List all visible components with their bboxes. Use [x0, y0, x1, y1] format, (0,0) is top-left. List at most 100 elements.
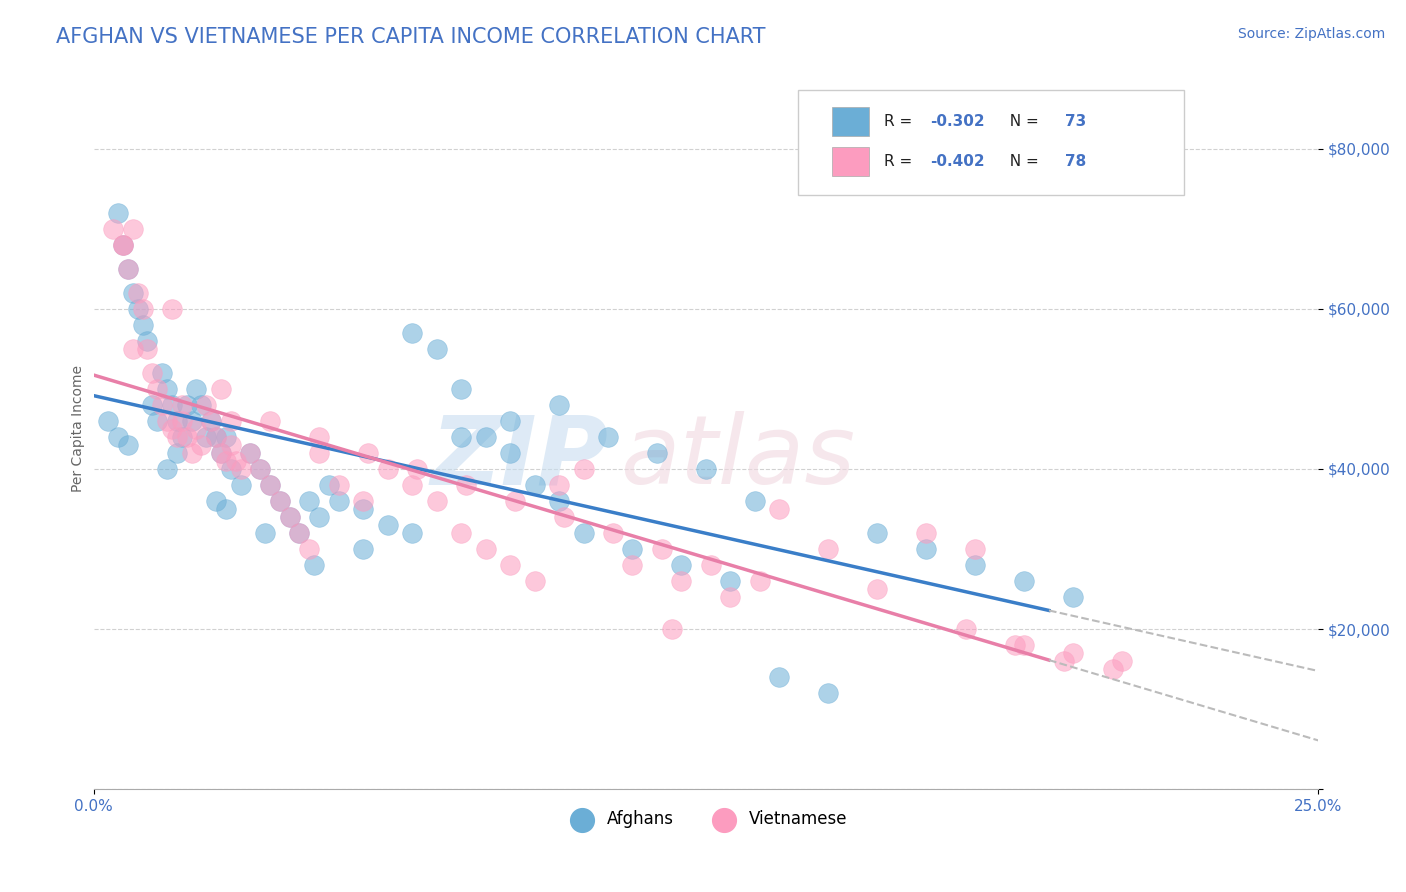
Point — [136, 334, 159, 348]
Point — [259, 478, 281, 492]
Point — [503, 494, 526, 508]
Point — [186, 422, 208, 436]
Point — [219, 414, 242, 428]
Point — [1062, 590, 1084, 604]
Point — [1014, 574, 1036, 588]
Point — [150, 366, 173, 380]
Point — [425, 494, 447, 508]
Point — [166, 446, 188, 460]
Point — [450, 526, 472, 541]
Text: R =: R = — [883, 153, 917, 169]
Point — [209, 446, 232, 460]
Point — [454, 478, 477, 492]
Point — [401, 326, 423, 340]
Point — [748, 574, 770, 588]
Point — [141, 398, 163, 412]
Point — [111, 237, 134, 252]
Point — [278, 510, 301, 524]
Point — [450, 382, 472, 396]
Point — [596, 430, 619, 444]
Text: 78: 78 — [1064, 153, 1085, 169]
Text: AFGHAN VS VIETNAMESE PER CAPITA INCOME CORRELATION CHART: AFGHAN VS VIETNAMESE PER CAPITA INCOME C… — [56, 27, 766, 46]
Point — [219, 462, 242, 476]
Point — [209, 382, 232, 396]
Point — [700, 558, 723, 572]
Point — [190, 398, 212, 412]
Text: Source: ZipAtlas.com: Source: ZipAtlas.com — [1237, 27, 1385, 41]
Text: 73: 73 — [1064, 114, 1085, 129]
Point — [768, 670, 790, 684]
Point — [352, 502, 374, 516]
Point — [499, 446, 522, 460]
Point — [1052, 654, 1074, 668]
Point — [215, 430, 238, 444]
Point — [308, 510, 330, 524]
Point — [817, 686, 839, 700]
Point — [523, 478, 546, 492]
Point — [215, 502, 238, 516]
Point — [205, 430, 228, 444]
Point — [298, 541, 321, 556]
Point — [1062, 646, 1084, 660]
Point — [166, 430, 188, 444]
FancyBboxPatch shape — [797, 90, 1184, 194]
Point — [915, 541, 938, 556]
Point — [720, 590, 742, 604]
Point — [651, 541, 673, 556]
Point — [111, 237, 134, 252]
Point — [254, 526, 277, 541]
Text: ZIP: ZIP — [430, 411, 607, 504]
Point — [160, 301, 183, 316]
Point — [146, 382, 169, 396]
Point — [219, 438, 242, 452]
Point — [200, 414, 222, 428]
Point — [229, 462, 252, 476]
Point — [288, 526, 311, 541]
Text: -0.302: -0.302 — [931, 114, 984, 129]
Point — [1111, 654, 1133, 668]
Point — [425, 342, 447, 356]
FancyBboxPatch shape — [832, 147, 869, 176]
Point — [671, 558, 693, 572]
Point — [1101, 662, 1123, 676]
Point — [401, 478, 423, 492]
Point — [141, 366, 163, 380]
Point — [176, 430, 198, 444]
Point — [450, 430, 472, 444]
Point — [156, 414, 179, 428]
Point — [269, 494, 291, 508]
Point — [146, 414, 169, 428]
Point — [160, 398, 183, 412]
Point — [768, 502, 790, 516]
Point — [195, 430, 218, 444]
Point — [572, 462, 595, 476]
Point — [259, 414, 281, 428]
Point — [661, 622, 683, 636]
Point — [131, 301, 153, 316]
Point — [572, 526, 595, 541]
Y-axis label: Per Capita Income: Per Capita Income — [72, 366, 86, 492]
Point — [205, 430, 228, 444]
Point — [176, 398, 198, 412]
Point — [205, 494, 228, 508]
Point — [156, 382, 179, 396]
Point — [357, 446, 380, 460]
Point — [107, 205, 129, 219]
Point — [915, 526, 938, 541]
Point — [548, 494, 571, 508]
Point — [249, 462, 271, 476]
Point — [817, 541, 839, 556]
Point — [186, 382, 208, 396]
Point — [1014, 638, 1036, 652]
Point — [166, 414, 188, 428]
Point — [259, 478, 281, 492]
Point — [200, 414, 222, 428]
Point — [278, 510, 301, 524]
Point — [121, 342, 143, 356]
Point — [308, 446, 330, 460]
FancyBboxPatch shape — [832, 107, 869, 136]
Point — [695, 462, 717, 476]
Point — [406, 462, 429, 476]
Point — [499, 414, 522, 428]
Point — [288, 526, 311, 541]
